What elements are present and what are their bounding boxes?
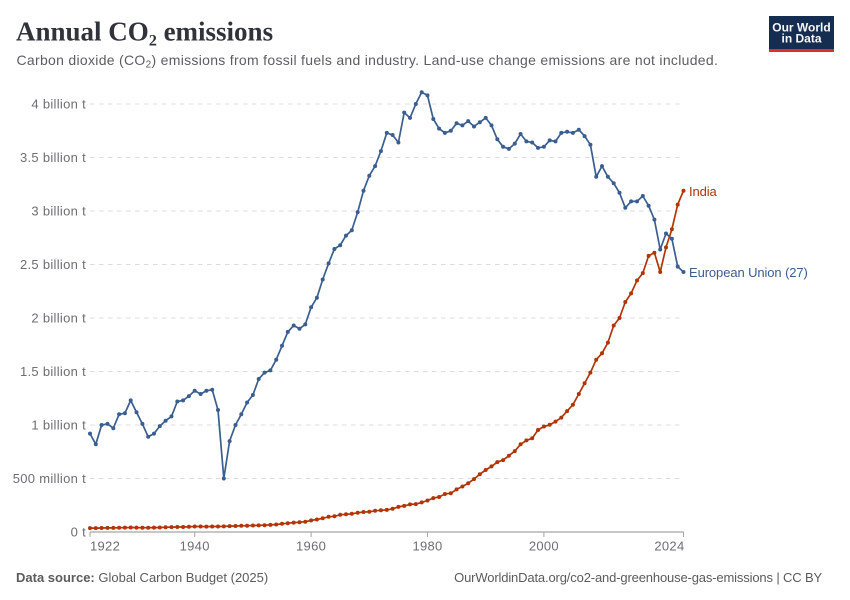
- svg-text:1922: 1922: [90, 539, 120, 554]
- svg-text:Data source: Global Carbon Bud: Data source: Global Carbon Budget (2025): [16, 570, 268, 585]
- svg-text:1960: 1960: [296, 539, 326, 554]
- svg-text:1940: 1940: [180, 539, 210, 554]
- svg-text:4 billion t: 4 billion t: [31, 97, 86, 112]
- svg-text:Carbon dioxide (CO2) emissions: Carbon dioxide (CO2) emissions from foss…: [17, 52, 719, 71]
- svg-text:1980: 1980: [412, 539, 442, 554]
- svg-text:European Union (27): European Union (27): [689, 265, 808, 280]
- svg-text:3 billion t: 3 billion t: [31, 204, 86, 219]
- svg-text:in Data: in Data: [781, 32, 821, 46]
- svg-text:3.5 billion t: 3.5 billion t: [20, 150, 86, 165]
- svg-text:2024: 2024: [654, 539, 684, 554]
- svg-text:India: India: [689, 184, 718, 199]
- svg-text:OurWorldinData.org/co2-and-gre: OurWorldinData.org/co2-and-greenhouse-ga…: [454, 570, 822, 585]
- svg-text:1.5 billion t: 1.5 billion t: [20, 364, 86, 379]
- svg-text:Annual CO2 emissions: Annual CO2 emissions: [16, 17, 273, 50]
- svg-text:2000: 2000: [529, 539, 559, 554]
- svg-text:0 t: 0 t: [71, 525, 86, 540]
- svg-text:2 billion t: 2 billion t: [31, 311, 86, 326]
- svg-text:500 million t: 500 million t: [13, 471, 86, 486]
- svg-text:2.5 billion t: 2.5 billion t: [20, 257, 86, 272]
- svg-text:Our World: Our World: [772, 21, 830, 35]
- svg-text:1 billion t: 1 billion t: [31, 418, 86, 433]
